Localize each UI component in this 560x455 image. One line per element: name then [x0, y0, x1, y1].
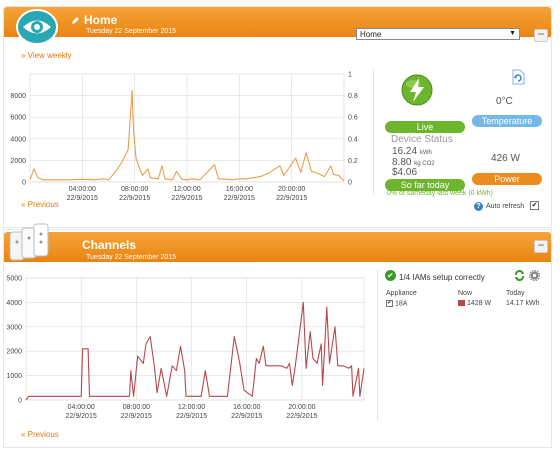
x-tick-date-label: 22/9/2015 — [231, 413, 262, 420]
y-tick-label: 6000 — [10, 115, 26, 122]
co2-today-value: 8.80 kg CO2 — [392, 157, 435, 168]
x-tick-date-label: 22/9/2015 — [67, 195, 98, 202]
gear-icon[interactable] — [528, 269, 541, 283]
auto-refresh-label: Auto refresh — [486, 203, 525, 210]
x-tick-label: 08:00:00 — [123, 404, 150, 411]
appliance-table: Appliance Now Today ✔ 18A 1428 W 14.17 k… — [386, 290, 539, 307]
device-status-label: Device Status — [391, 134, 453, 145]
location-select-value: Home — [360, 30, 382, 39]
channels-previous-link[interactable]: « Previous — [21, 430, 59, 439]
home-panel: Home Tuesday 22 September 2015 Home ▼ − … — [3, 6, 552, 228]
y-tick-label: 4000 — [6, 300, 22, 307]
table-row: ✔ 18A 1428 W 14.17 kWh — [386, 300, 539, 307]
appliance-name: 18A — [394, 300, 408, 308]
x-tick-date-label: 22/9/2015 — [276, 195, 307, 202]
y-tick-label: 4000 — [10, 136, 26, 143]
x-tick-date-label: 22/9/2015 — [286, 413, 317, 420]
y-right-tick-label: 0.2 — [348, 158, 358, 165]
y-tick-label: 2000 — [6, 349, 22, 356]
home-collapse-button[interactable]: − — [534, 28, 548, 42]
y-right-tick-label: 0.8 — [348, 93, 358, 100]
y-tick-label: 0 — [22, 180, 26, 187]
green-refresh-icon[interactable] — [514, 270, 525, 283]
so-far-today-badge: So far today — [385, 179, 465, 191]
col-now: Now — [458, 290, 473, 297]
x-tick-date-label: 22/9/2015 — [224, 195, 255, 202]
channels-header-bar — [4, 232, 551, 262]
y-tick-label: 0 — [18, 398, 22, 405]
appliance-now-cell: 1428 W — [458, 300, 506, 307]
col-today: Today — [506, 290, 525, 297]
appliance-table-header: Appliance Now Today — [386, 290, 539, 300]
temperature-value: 0°C — [496, 96, 513, 107]
x-tick-label: 04:00:00 — [69, 186, 96, 193]
y-right-tick-label: 0 — [348, 180, 352, 187]
live-badge: Live — [385, 121, 465, 133]
green-check-icon: ✔ — [385, 270, 396, 281]
view-weekly-link[interactable]: » View weekly — [21, 51, 72, 60]
edit-pencil-icon[interactable] — [71, 16, 80, 27]
x-tick-label: 16:00:00 — [233, 404, 260, 411]
auto-refresh-checkbox[interactable]: ✔ — [530, 201, 539, 210]
y-right-tick-label: 0.4 — [348, 136, 358, 143]
x-tick-label: 12:00:00 — [173, 186, 200, 193]
temperature-badge: Temperature — [472, 115, 542, 127]
plot-area — [25, 277, 365, 401]
x-tick-date-label: 22/9/2015 — [176, 413, 207, 420]
power-badge: Power — [472, 173, 542, 185]
channels-panel: Channels Tuesday 22 September 2015 − 0 10… — [3, 223, 552, 448]
file-refresh-icon[interactable] — [512, 69, 525, 87]
lightning-globe-icon — [400, 73, 434, 109]
chevron-down-icon: ▼ — [509, 30, 516, 37]
y-tick-label: 3000 — [6, 324, 22, 331]
appliance-checkbox[interactable]: ✔ — [386, 300, 393, 307]
appliance-now: 1428 W — [466, 300, 492, 308]
x-tick-label: 16:00:00 — [226, 186, 253, 193]
appliance-today: 14.17 kWh — [506, 300, 540, 308]
home-previous-link[interactable]: « Previous — [21, 200, 59, 209]
x-tick-label: 08:00:00 — [121, 186, 148, 193]
cost-today-value: $4.06 — [392, 167, 418, 178]
appliance-color-swatch — [458, 300, 465, 307]
channels-collapse-button[interactable]: − — [534, 239, 548, 253]
x-tick-date-label: 22/9/2015 — [119, 195, 150, 202]
x-tick-label: 04:00:00 — [68, 404, 95, 411]
channels-title: Channels — [82, 238, 137, 252]
home-power-chart: 0 2000 4000 6000 8000 0 0.2 0.4 0.6 0.8 1 04:00:00 2… — [10, 72, 358, 203]
y-tick-label: 1000 — [6, 373, 22, 380]
y-tick-label: 2000 — [10, 158, 26, 165]
channel-power-chart: 0 1000 2000 3000 4000 5000 04:00:00 22/9/2015 08… — [6, 276, 365, 420]
series-line — [25, 301, 365, 401]
home-date: Tuesday 22 September 2015 — [86, 28, 177, 35]
channels-divider — [377, 270, 378, 420]
help-icon[interactable]: ? — [474, 202, 483, 211]
x-tick-date-label: 22/9/2015 — [171, 195, 202, 202]
x-tick-date-label: 22/9/2015 — [66, 413, 97, 420]
home-title: Home — [84, 13, 118, 27]
eye-icon — [16, 9, 58, 47]
x-tick-label: 20:00:00 — [278, 186, 305, 193]
y-right-tick-label: 1 — [348, 72, 352, 79]
energy-today-value: 16.24 kWh — [392, 146, 432, 157]
setup-status: 1/4 IAMs setup correctly — [399, 273, 485, 282]
x-tick-date-label: 22/9/2015 — [121, 413, 152, 420]
y-right-tick-label: 0.6 — [348, 115, 358, 122]
y-tick-label: 5000 — [6, 276, 22, 283]
channels-date: Tuesday 22 September 2015 — [86, 254, 177, 261]
plug-adapters-icon — [6, 220, 62, 266]
appliance-name-cell: ✔ 18A — [386, 300, 458, 307]
location-select[interactable]: Home ▼ — [356, 28, 520, 40]
status-divider — [373, 69, 374, 194]
x-tick-label: 12:00:00 — [178, 404, 205, 411]
x-tick-label: 20:00:00 — [288, 404, 315, 411]
series-line — [29, 89, 345, 182]
y-tick-label: 8000 — [10, 93, 26, 100]
col-appliance: Appliance — [386, 290, 417, 297]
power-value: 426 W — [491, 153, 520, 164]
sameday-comparison: 0% of sameday last week (0 kWh) — [387, 190, 493, 197]
